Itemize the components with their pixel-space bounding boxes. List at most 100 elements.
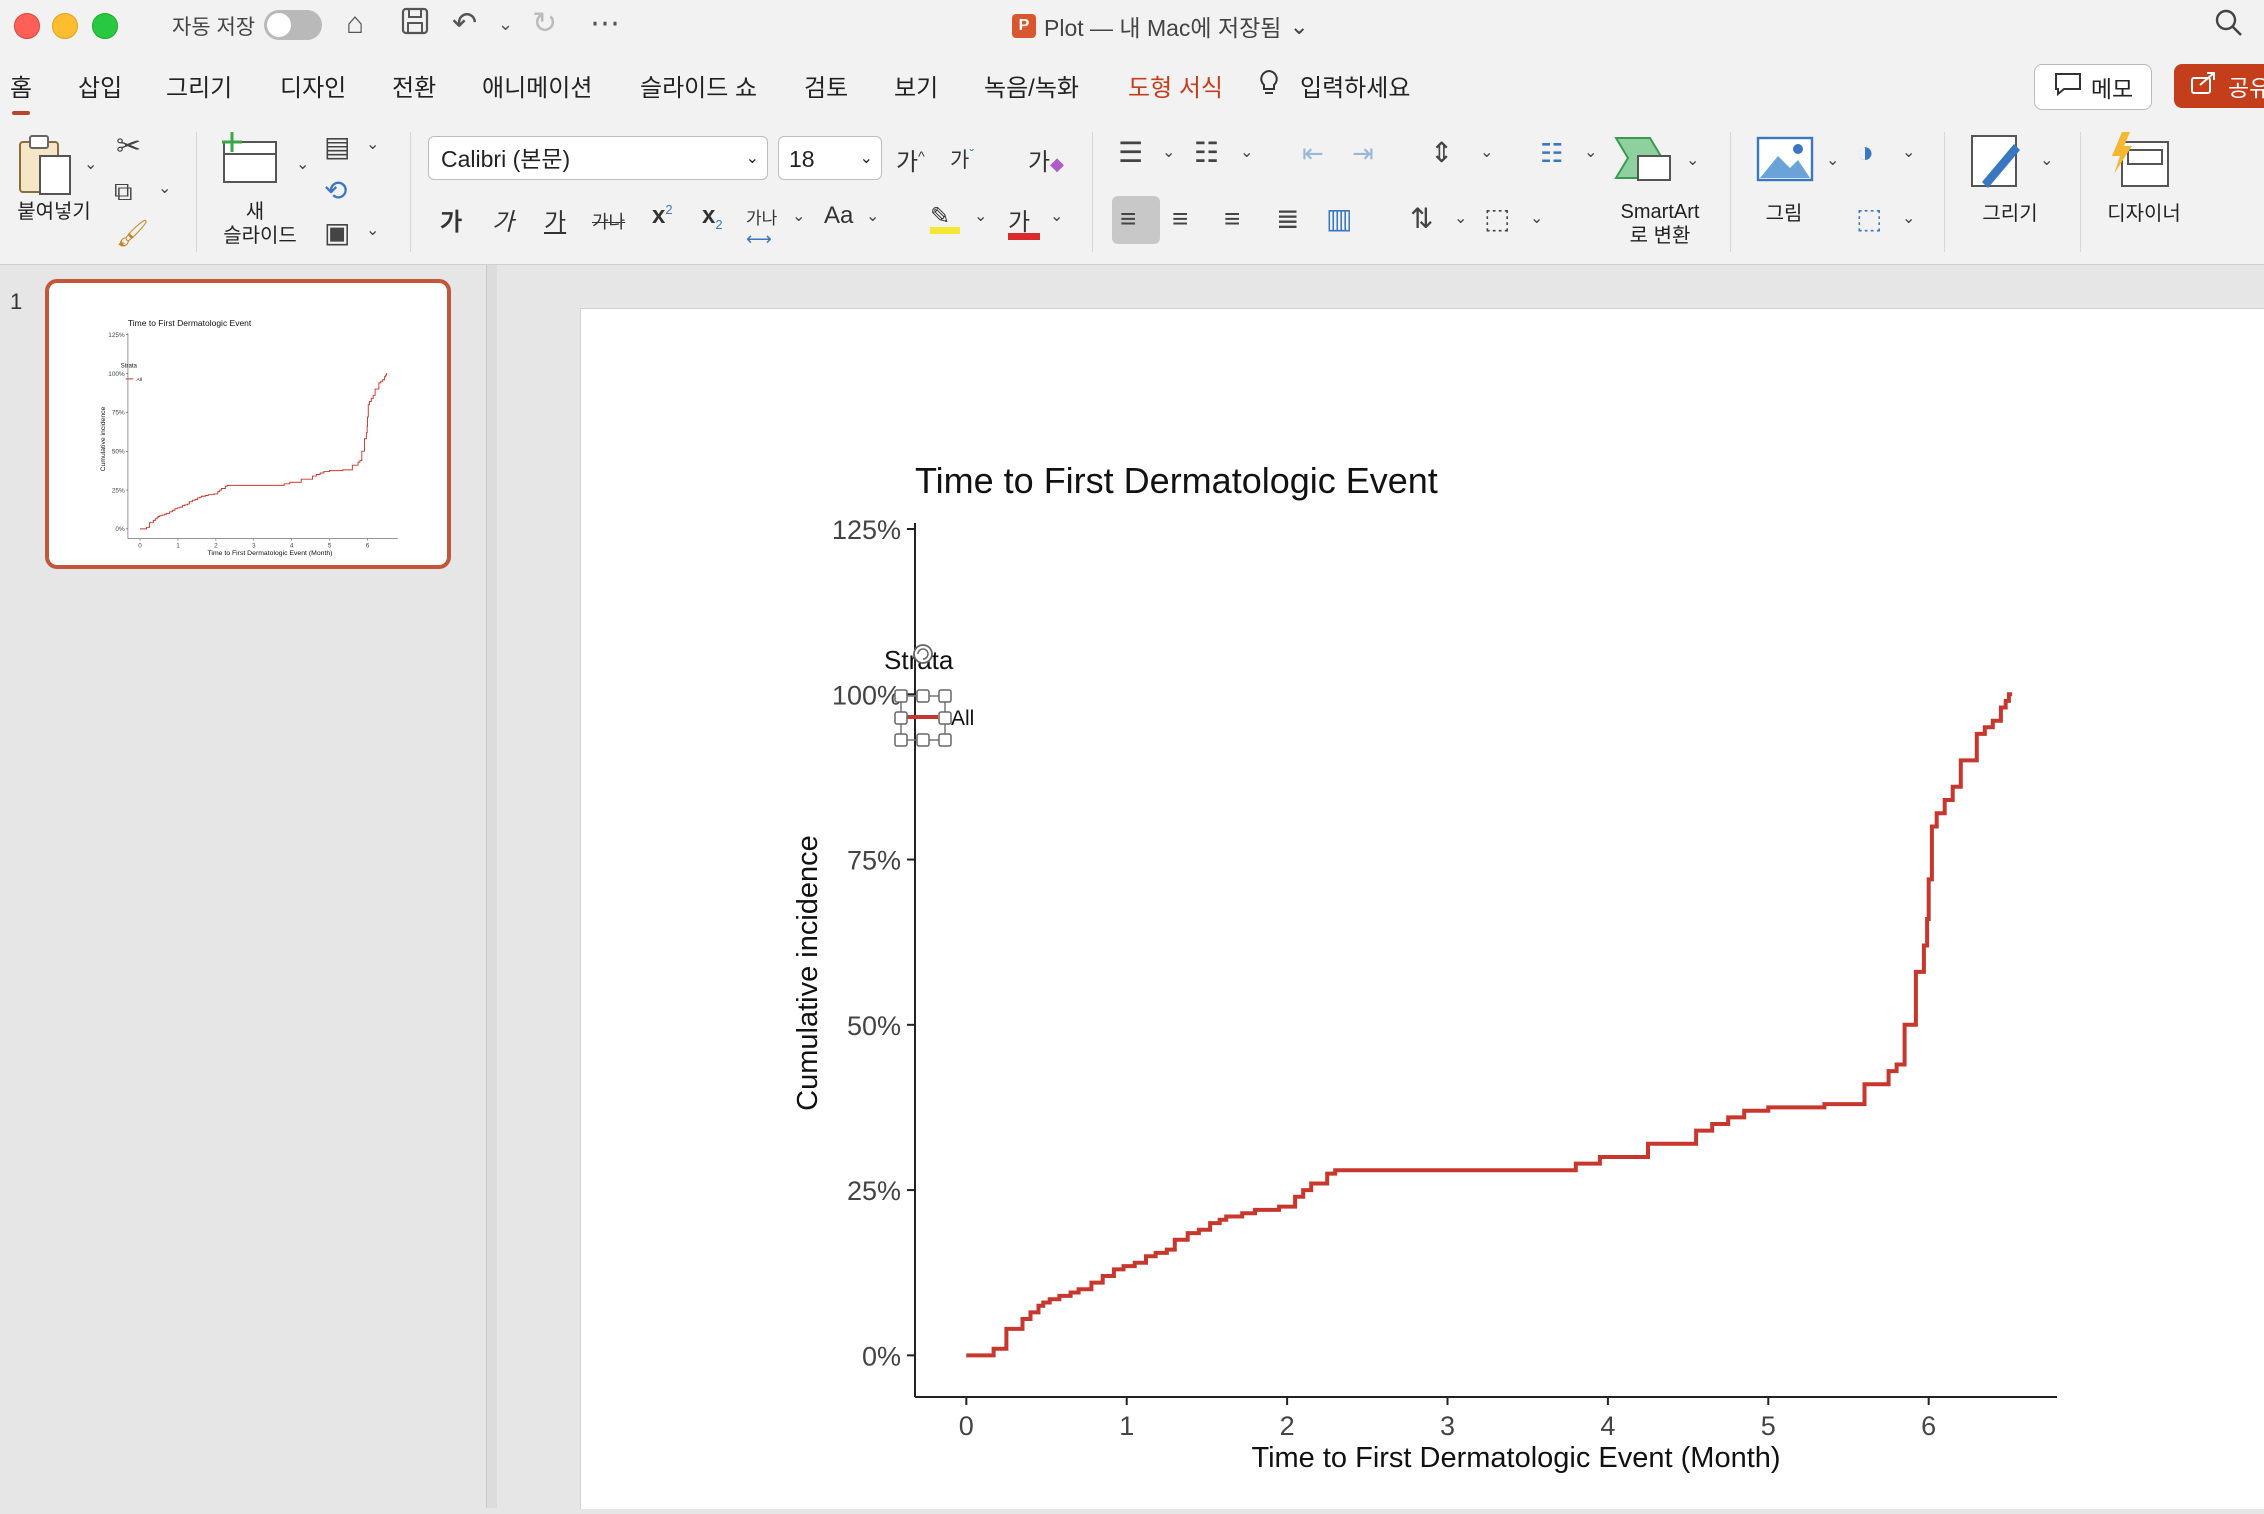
cut-icon[interactable]: ✂ <box>116 130 142 163</box>
columns-icon[interactable]: ☷ <box>1540 138 1564 168</box>
x-tick-label: 0 <box>138 543 142 550</box>
title-chevron-icon: ⌄ <box>1289 12 1309 39</box>
align-text-icon[interactable]: ⬚ <box>1484 203 1511 234</box>
text-direction-chevron-icon[interactable]: ⌄ <box>1454 210 1468 227</box>
highlight-chevron-icon[interactable]: ⌄ <box>974 208 988 225</box>
font-size-select[interactable]: 18 ⌄ <box>778 136 882 180</box>
grow-font-button[interactable]: 가^ <box>896 148 925 176</box>
decrease-indent-icon[interactable]: ⇤ <box>1302 138 1324 168</box>
shapes-chevron-icon[interactable]: ⌄ <box>1902 144 1916 161</box>
line-spacing-icon[interactable]: ⇕ <box>1430 137 1454 168</box>
bullets-icon[interactable]: ☰ <box>1118 137 1144 168</box>
font-color-chevron-icon[interactable]: ⌄ <box>1050 208 1064 225</box>
pane-divider[interactable] <box>486 265 497 1508</box>
tab-view[interactable]: 보기 <box>894 75 939 102</box>
slide-canvas[interactable]: Time to First Dermatologic Event 0% 25% 50%… <box>580 308 2264 1509</box>
text-box-chevron-icon[interactable]: ⌄ <box>1902 210 1916 227</box>
selection-handle <box>894 711 908 725</box>
align-text-chevron-icon[interactable]: ⌄ <box>1530 210 1544 227</box>
comments-button[interactable]: 메모 <box>2034 64 2152 110</box>
distributed-icon[interactable]: ▥ <box>1326 203 1353 234</box>
clear-formatting-button[interactable]: 가◆ <box>1028 149 1064 176</box>
text-box-icon[interactable]: ⬚ <box>1856 203 1883 234</box>
copy-icon[interactable]: ⧉ <box>114 176 133 206</box>
change-case-chevron-icon[interactable]: ⌄ <box>866 208 880 225</box>
tab-transitions[interactable]: 전환 <box>392 75 437 102</box>
autosave-toggle[interactable] <box>264 10 322 40</box>
paste-button[interactable] <box>14 130 94 210</box>
tab-home[interactable]: 홈 <box>10 68 32 115</box>
tab-slideshow[interactable]: 슬라이드 쇼 <box>640 75 758 102</box>
layout-icon[interactable]: ▤ <box>324 131 351 162</box>
close-window-button[interactable] <box>14 13 40 39</box>
share-button[interactable]: 공유 <box>2174 64 2264 108</box>
highlight-icon[interactable]: ✎ <box>930 202 960 234</box>
section-chevron-icon[interactable]: ⌄ <box>366 222 380 239</box>
font-name-select[interactable]: Calibri (본문) ⌄ <box>428 136 768 180</box>
draw-chevron-icon[interactable]: ⌄ <box>2040 152 2054 169</box>
y-tick-label: 125% <box>832 515 901 545</box>
text-direction-icon[interactable]: ⇅ <box>1410 203 1434 234</box>
align-center-icon[interactable]: ≡ <box>1172 203 1189 234</box>
superscript-button[interactable]: x2 <box>652 202 673 229</box>
tab-shape-format[interactable]: 도형 서식 <box>1128 75 1223 102</box>
reset-slide-icon[interactable]: ⟲ <box>324 175 348 206</box>
subscript-button[interactable]: x2 <box>702 202 723 232</box>
tab-review[interactable]: 검토 <box>804 75 849 102</box>
designer-button[interactable] <box>2108 130 2172 195</box>
more-options-icon[interactable]: ⋯ <box>590 7 620 40</box>
tab-insert[interactable]: 삽입 <box>78 75 123 102</box>
bullets-chevron-icon[interactable]: ⌄ <box>1162 144 1176 161</box>
italic-button[interactable]: 가 <box>492 209 515 236</box>
share-label: 공유 <box>2228 75 2264 101</box>
smartart-button[interactable] <box>1614 134 1674 189</box>
bold-button[interactable]: 가 <box>440 209 463 236</box>
redo-icon[interactable]: ↻ <box>532 7 558 40</box>
character-spacing-chevron-icon[interactable]: ⌄ <box>792 208 806 225</box>
undo-dropdown-chevron-icon[interactable]: ⌄ <box>498 14 514 34</box>
tab-animations[interactable]: 애니메이션 <box>482 75 593 102</box>
minimize-window-button[interactable] <box>52 13 78 39</box>
document-title[interactable]: P Plot — 내 Mac에 저장됨 ⌄ <box>1012 9 1309 43</box>
undo-icon[interactable]: ↶ <box>452 7 478 40</box>
selection-handle <box>938 711 952 725</box>
picture-chevron-icon[interactable]: ⌄ <box>1826 152 1840 169</box>
underline-button[interactable]: 가 <box>544 209 567 236</box>
layout-chevron-icon[interactable]: ⌄ <box>366 136 380 153</box>
new-slide-button[interactable] <box>218 130 282 195</box>
shapes-icon[interactable]: ◑ <box>1856 136 1875 169</box>
paste-dropdown-chevron-icon[interactable]: ⌄ <box>84 156 98 173</box>
tell-me-search[interactable]: 입력하세요 <box>1300 75 1411 102</box>
tab-record[interactable]: 녹음/녹화 <box>984 75 1079 102</box>
save-icon[interactable] <box>400 6 430 45</box>
copy-dropdown-chevron-icon[interactable]: ⌄ <box>158 180 172 197</box>
home-icon[interactable]: ⌂ <box>346 7 365 40</box>
y-tick-label: 50% <box>112 449 125 456</box>
x-tick-label: 6 <box>366 543 370 550</box>
strikethrough-button[interactable]: 가나 <box>592 212 626 232</box>
tab-design[interactable]: 디자인 <box>280 75 347 102</box>
new-slide-chevron-icon[interactable]: ⌄ <box>296 156 310 173</box>
align-right-icon[interactable]: ≡ <box>1224 203 1241 234</box>
line-spacing-chevron-icon[interactable]: ⌄ <box>1480 144 1494 161</box>
search-icon[interactable] <box>2214 8 2244 46</box>
tab-draw[interactable]: 그리기 <box>166 75 233 102</box>
smartart-chevron-icon[interactable]: ⌄ <box>1686 152 1700 169</box>
share-icon <box>2190 70 2218 102</box>
numbering-chevron-icon[interactable]: ⌄ <box>1240 144 1254 161</box>
slide-thumbnail[interactable]: Time to First Dermatologic Event 0% 25% 50%… <box>45 279 451 569</box>
align-left-icon[interactable]: ≡ <box>1120 203 1137 234</box>
font-color-button[interactable]: 가 <box>1008 202 1040 240</box>
justify-icon[interactable]: ≣ <box>1276 203 1300 234</box>
draw-button[interactable] <box>1968 132 2028 197</box>
maximize-window-button[interactable] <box>92 13 118 39</box>
change-case-button[interactable]: Aa <box>824 202 854 229</box>
character-spacing-button[interactable]: 가나 ⟷ <box>746 209 778 249</box>
numbering-icon[interactable]: ☷ <box>1194 137 1220 168</box>
format-painter-icon[interactable]: 🖌 <box>116 218 150 248</box>
shrink-font-button[interactable]: 가ˇ <box>950 146 974 172</box>
increase-indent-icon[interactable]: ⇥ <box>1352 138 1374 168</box>
columns-chevron-icon[interactable]: ⌄ <box>1584 144 1598 161</box>
section-icon[interactable]: ▣ <box>324 217 351 248</box>
picture-button[interactable] <box>1756 136 1816 189</box>
